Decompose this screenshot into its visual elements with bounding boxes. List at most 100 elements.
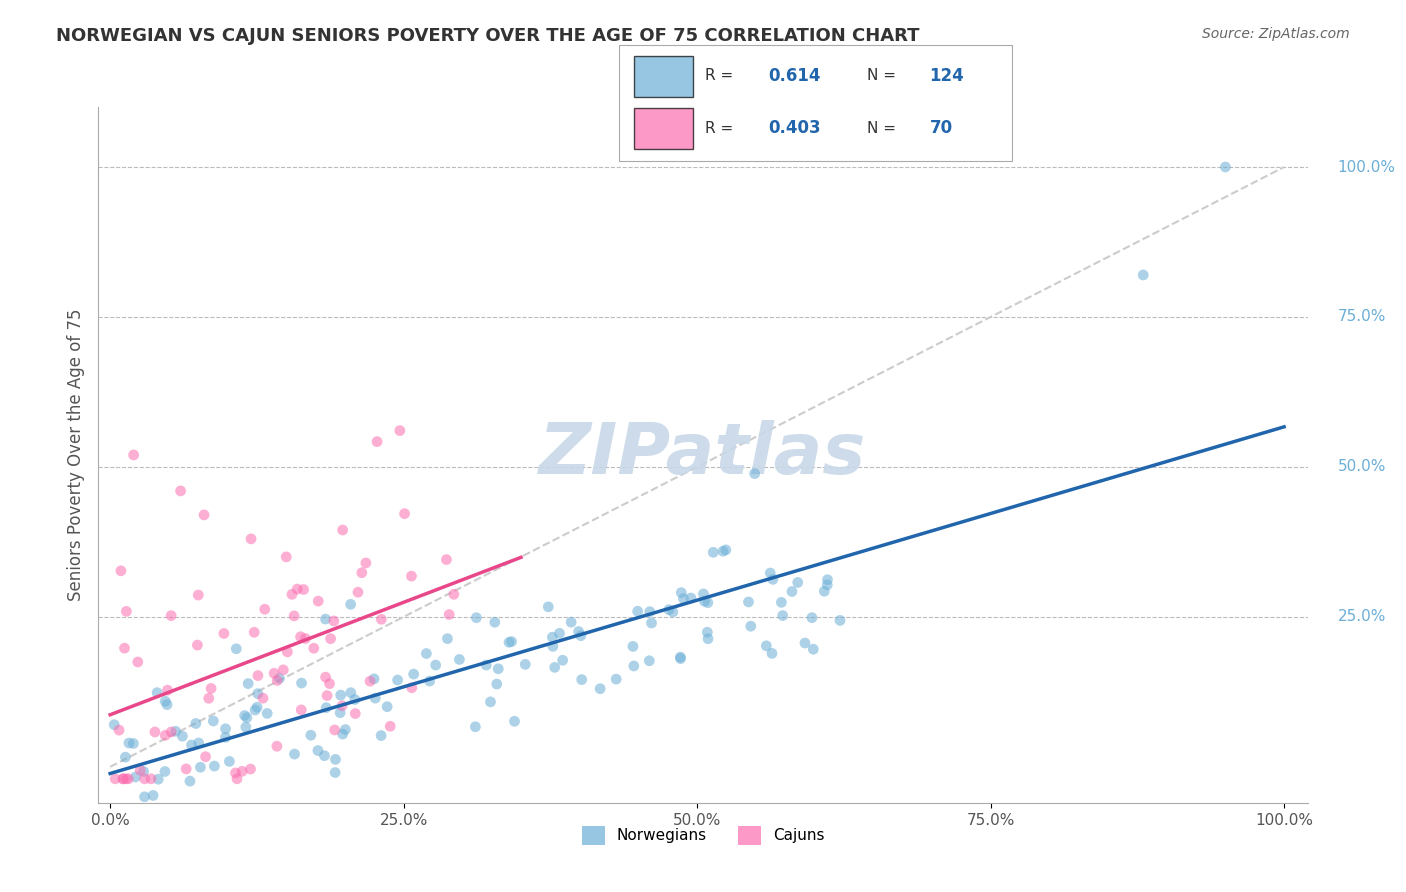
Text: Source: ZipAtlas.com: Source: ZipAtlas.com — [1202, 27, 1350, 41]
Point — [344, 706, 367, 721]
Point — [124, 770, 146, 784]
Point — [515, 657, 537, 672]
Point — [226, 772, 249, 786]
Point — [479, 695, 502, 709]
Point — [693, 594, 716, 608]
Point — [129, 764, 152, 778]
Point — [236, 676, 259, 690]
Point — [231, 764, 253, 779]
Point — [541, 630, 564, 644]
Point — [115, 772, 138, 786]
Point — [744, 467, 766, 481]
Point — [319, 632, 342, 646]
Text: 100.0%: 100.0% — [1339, 160, 1396, 175]
Point — [415, 647, 437, 661]
Point — [714, 542, 737, 557]
Point — [696, 596, 718, 610]
Text: N =: N = — [866, 120, 900, 136]
Point — [370, 729, 392, 743]
Point — [388, 424, 411, 438]
Point — [315, 612, 337, 626]
Text: N =: N = — [866, 69, 900, 84]
Point — [294, 632, 316, 646]
Point — [359, 674, 381, 689]
Point — [290, 676, 312, 690]
Point — [127, 655, 149, 669]
Point — [551, 653, 574, 667]
Point — [541, 640, 564, 654]
Point — [436, 552, 458, 566]
Point — [146, 686, 169, 700]
Point — [184, 716, 207, 731]
Point — [370, 612, 392, 626]
Point — [143, 725, 166, 739]
Point — [134, 789, 156, 804]
Point — [269, 672, 291, 686]
Point — [281, 587, 304, 601]
Point — [503, 714, 526, 729]
Point — [299, 728, 322, 742]
Point — [1215, 160, 1237, 174]
Point — [339, 686, 361, 700]
Point — [828, 614, 851, 628]
Point — [156, 683, 179, 698]
Point — [290, 630, 312, 644]
Point — [672, 591, 695, 606]
Text: 75.0%: 75.0% — [1339, 310, 1386, 325]
Point — [285, 582, 308, 596]
Point — [350, 566, 373, 580]
Point — [669, 650, 692, 665]
Point — [174, 762, 197, 776]
Point — [239, 762, 262, 776]
Y-axis label: Seniors Poverty Over the Age of 75: Seniors Poverty Over the Age of 75 — [66, 309, 84, 601]
Point — [256, 706, 278, 721]
Point — [155, 728, 177, 742]
FancyBboxPatch shape — [634, 56, 693, 97]
Point — [323, 723, 346, 737]
Point — [314, 748, 336, 763]
Point — [759, 566, 782, 580]
Text: 70: 70 — [929, 120, 953, 137]
Text: 0.614: 0.614 — [768, 67, 821, 85]
Point — [354, 556, 377, 570]
Point — [322, 614, 344, 628]
Point — [332, 523, 354, 537]
Point — [484, 615, 506, 630]
Point — [485, 677, 508, 691]
Point — [187, 736, 209, 750]
Point — [187, 588, 209, 602]
Point — [117, 772, 139, 786]
Point — [332, 727, 354, 741]
Point — [235, 720, 257, 734]
Legend: Norwegians, Cajuns: Norwegians, Cajuns — [575, 820, 831, 851]
Point — [148, 772, 170, 787]
Point — [815, 578, 838, 592]
Point — [544, 660, 567, 674]
Point — [315, 670, 337, 684]
Point — [156, 698, 179, 712]
Text: R =: R = — [706, 120, 738, 136]
Point — [200, 681, 222, 696]
Point — [363, 672, 385, 686]
Text: NORWEGIAN VS CAJUN SENIORS POVERTY OVER THE AGE OF 75 CORRELATION CHART: NORWEGIAN VS CAJUN SENIORS POVERTY OVER … — [56, 27, 920, 45]
Point — [240, 532, 263, 546]
Text: 124: 124 — [929, 67, 965, 85]
Point — [118, 736, 141, 750]
Point — [276, 645, 298, 659]
Point — [169, 483, 191, 498]
Text: 25.0%: 25.0% — [1339, 609, 1386, 624]
Point — [329, 706, 352, 720]
Point — [112, 772, 135, 786]
Point — [307, 594, 329, 608]
Point — [214, 731, 236, 745]
Point — [658, 603, 681, 617]
Point — [246, 687, 269, 701]
Text: 0.403: 0.403 — [768, 120, 821, 137]
Point — [307, 743, 329, 757]
Point — [266, 739, 288, 754]
Point — [302, 641, 325, 656]
Point — [186, 638, 208, 652]
Point — [122, 448, 145, 462]
Point — [761, 647, 783, 661]
Point — [737, 595, 759, 609]
